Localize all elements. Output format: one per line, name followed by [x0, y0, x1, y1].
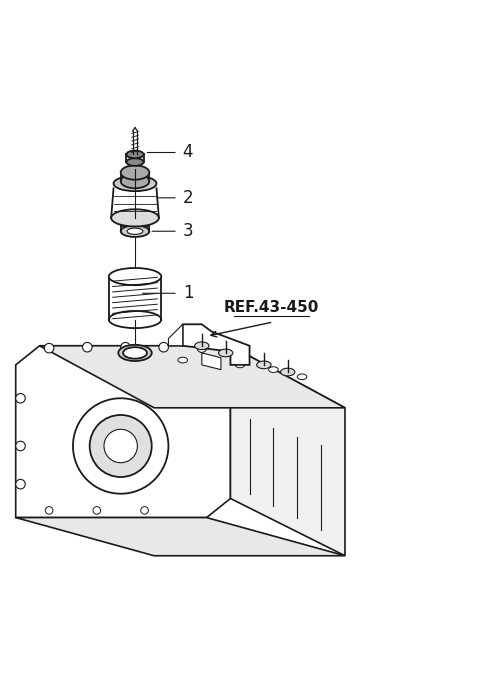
Circle shape	[90, 415, 152, 477]
Circle shape	[16, 394, 25, 403]
Ellipse shape	[114, 176, 156, 191]
Ellipse shape	[126, 158, 144, 166]
Text: 3: 3	[183, 222, 193, 240]
Text: REF.43-450: REF.43-450	[223, 300, 319, 315]
Polygon shape	[39, 346, 345, 408]
Circle shape	[120, 342, 130, 352]
Ellipse shape	[127, 228, 143, 235]
Text: 4: 4	[183, 143, 193, 162]
Circle shape	[83, 342, 92, 352]
Polygon shape	[16, 518, 345, 556]
Ellipse shape	[269, 367, 278, 372]
Ellipse shape	[235, 362, 245, 368]
Ellipse shape	[109, 311, 161, 328]
Ellipse shape	[109, 268, 161, 285]
Circle shape	[16, 441, 25, 451]
Polygon shape	[183, 325, 250, 365]
Polygon shape	[202, 353, 221, 370]
Ellipse shape	[195, 342, 209, 350]
Ellipse shape	[123, 347, 147, 359]
Circle shape	[104, 429, 137, 462]
Circle shape	[93, 507, 101, 514]
Text: 2: 2	[183, 189, 193, 207]
Polygon shape	[16, 346, 230, 518]
Circle shape	[44, 343, 54, 353]
Ellipse shape	[118, 345, 152, 361]
Ellipse shape	[218, 349, 233, 357]
Ellipse shape	[120, 165, 149, 179]
Circle shape	[73, 398, 168, 494]
Polygon shape	[230, 346, 345, 556]
Ellipse shape	[126, 151, 144, 158]
Ellipse shape	[120, 226, 149, 237]
Text: 1: 1	[183, 284, 193, 302]
Ellipse shape	[120, 174, 149, 188]
Circle shape	[197, 343, 206, 353]
Ellipse shape	[281, 368, 295, 376]
Circle shape	[159, 342, 168, 352]
Ellipse shape	[111, 209, 159, 226]
Circle shape	[45, 507, 53, 514]
Ellipse shape	[297, 374, 307, 380]
Circle shape	[16, 479, 25, 489]
Ellipse shape	[178, 357, 188, 363]
Ellipse shape	[257, 361, 271, 369]
Circle shape	[141, 507, 148, 514]
Ellipse shape	[206, 359, 216, 366]
Polygon shape	[168, 325, 183, 346]
